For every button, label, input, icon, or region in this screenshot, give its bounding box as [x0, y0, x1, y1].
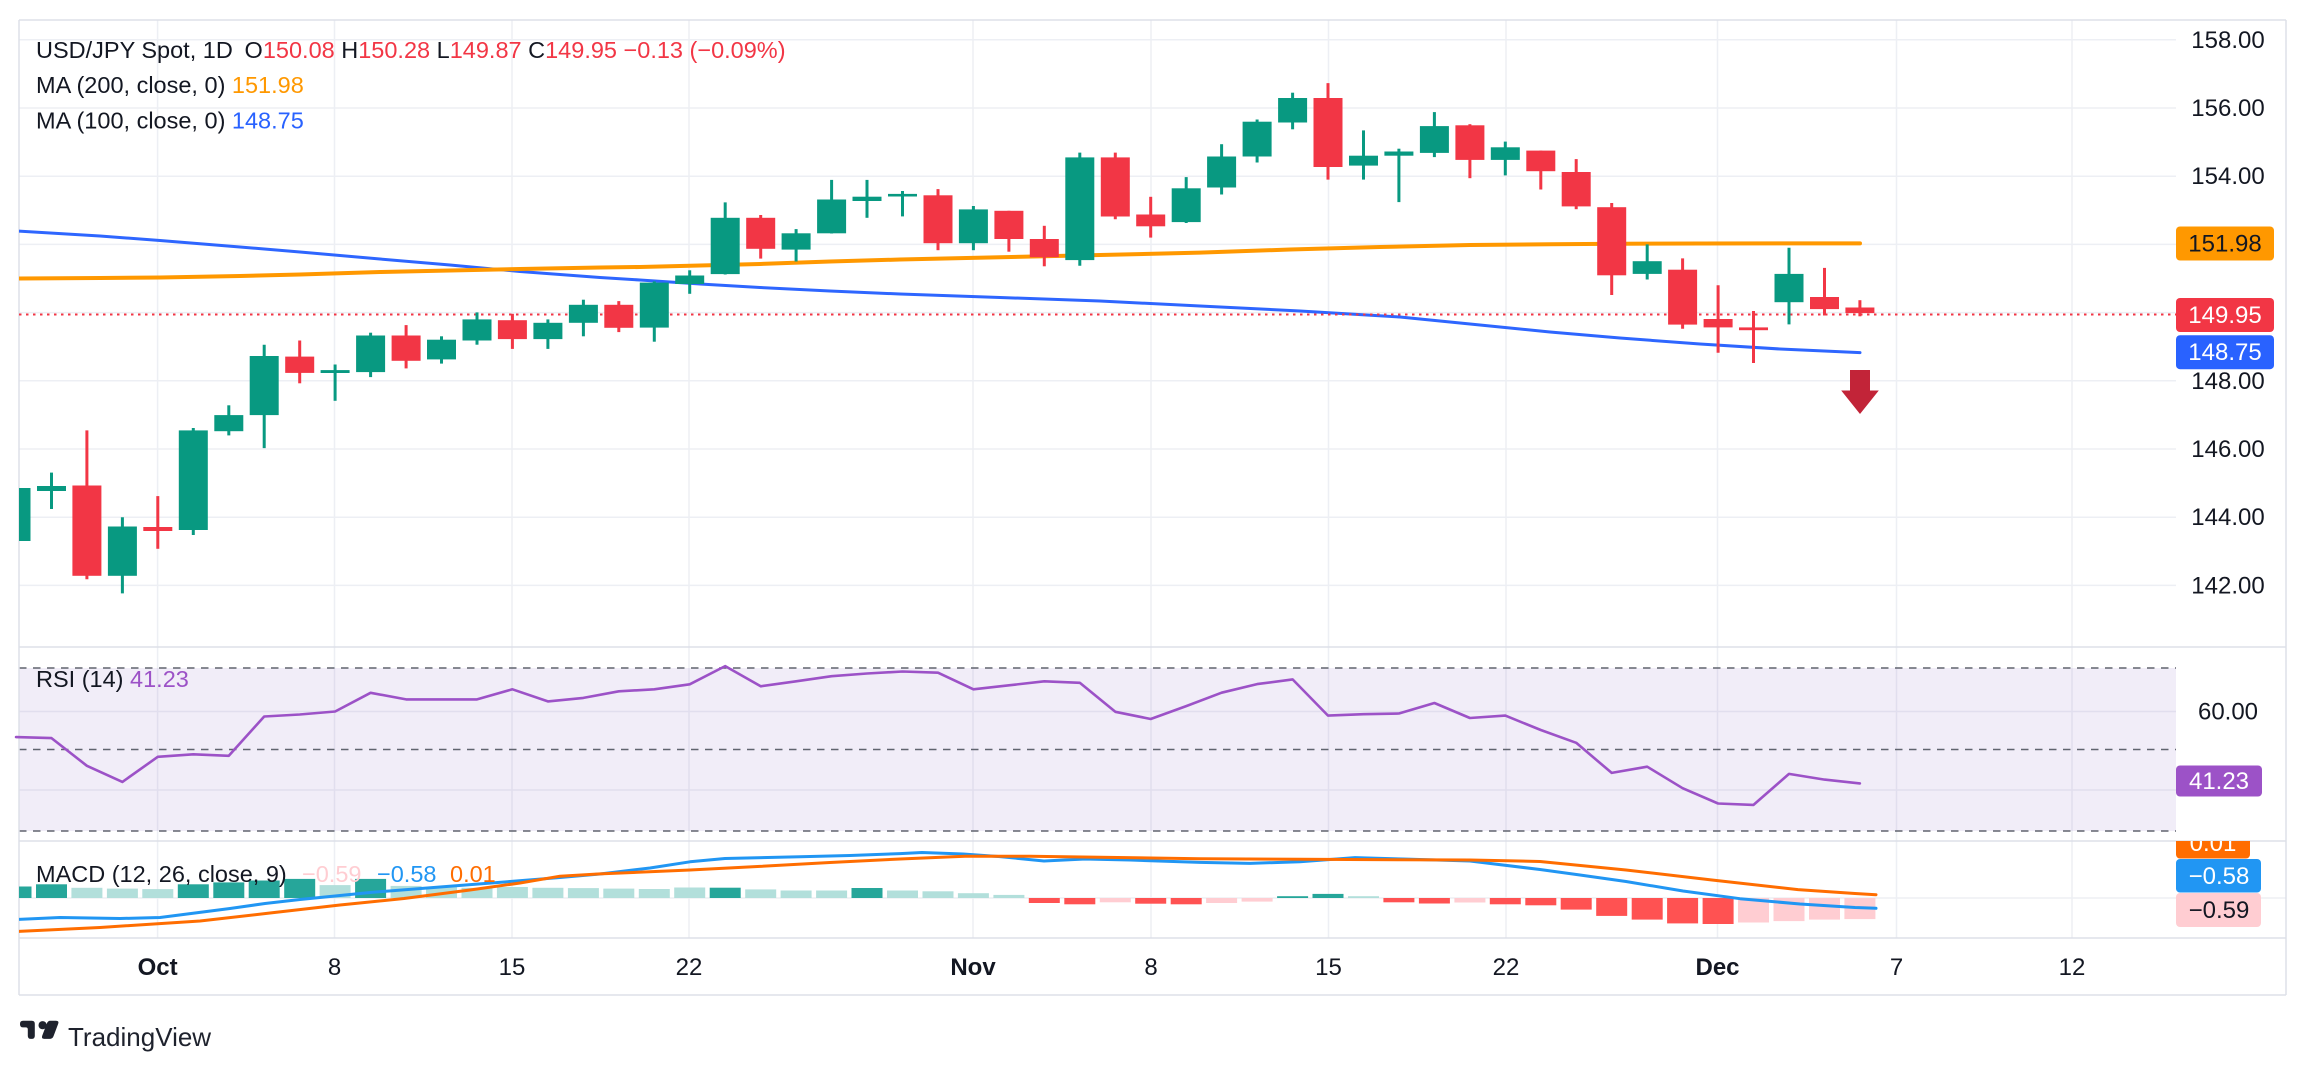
svg-text:41.23: 41.23	[2189, 768, 2249, 795]
svg-text:Nov: Nov	[950, 954, 996, 981]
svg-text:0.01: 0.01	[2190, 830, 2237, 857]
svg-text:15: 15	[499, 954, 526, 981]
svg-text:146.00: 146.00	[2191, 436, 2264, 463]
svg-text:144.00: 144.00	[2191, 504, 2264, 531]
svg-text:148.75: 148.75	[2188, 339, 2261, 366]
svg-text:15: 15	[1315, 954, 1342, 981]
svg-text:142.00: 142.00	[2191, 572, 2264, 599]
svg-text:0.01: 0.01	[450, 861, 496, 887]
svg-text:148.00: 148.00	[2191, 368, 2264, 395]
svg-text:154.00: 154.00	[2191, 163, 2264, 190]
svg-text:−0.58: −0.58	[2189, 863, 2250, 890]
svg-text:7: 7	[1890, 954, 1903, 981]
svg-text:22: 22	[676, 954, 703, 981]
svg-text:MA (100, close, 0) 148.75: MA (100, close, 0) 148.75	[36, 108, 304, 134]
svg-text:Oct: Oct	[138, 954, 178, 981]
svg-text:MA (200, close, 0) 151.98: MA (200, close, 0) 151.98	[36, 72, 304, 98]
svg-text:USD/JPY Spot, 1D O150.08 H150.: USD/JPY Spot, 1D O150.08 H150.28 L149.87…	[36, 37, 786, 63]
svg-text:−0.59: −0.59	[302, 861, 361, 887]
svg-text:158.00: 158.00	[2191, 27, 2264, 54]
svg-text:TradingView: TradingView	[68, 1022, 211, 1052]
svg-text:151.98: 151.98	[2188, 231, 2261, 258]
svg-text:Dec: Dec	[1695, 954, 1739, 981]
svg-text:60.00: 60.00	[2198, 699, 2258, 726]
svg-text:12: 12	[2059, 954, 2086, 981]
svg-text:156.00: 156.00	[2191, 95, 2264, 122]
svg-text:149.95: 149.95	[2188, 302, 2261, 329]
svg-text:−0.58: −0.58	[377, 861, 436, 887]
svg-text:−0.59: −0.59	[2189, 897, 2250, 924]
svg-text:8: 8	[328, 954, 341, 981]
svg-text:MACD (12, 26, close, 9): MACD (12, 26, close, 9)	[36, 861, 287, 887]
svg-text:22: 22	[1493, 954, 1520, 981]
svg-text:8: 8	[1144, 954, 1157, 981]
svg-text:RSI (14) 41.23: RSI (14) 41.23	[36, 666, 189, 692]
